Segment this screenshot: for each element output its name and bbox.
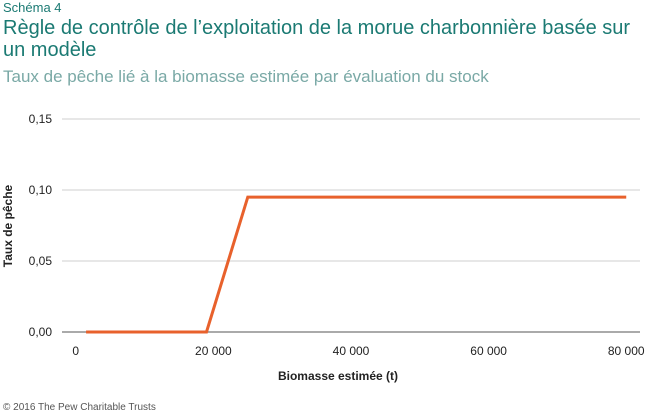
line-chart: 0,00 0,05 0,10 0,15 0 20 000 40 000 60 000 80 0… [1, 112, 645, 383]
x-tick-label: 0 [72, 344, 79, 358]
chart-title: Règle de contrôle de l’exploitation de l… [3, 17, 631, 61]
x-tick-label: 40 000 [333, 344, 370, 358]
x-tick-labels: 0 20 000 40 000 60 000 80 000 [72, 344, 644, 358]
y-tick-labels: 0,00 0,05 0,10 0,15 [29, 112, 53, 339]
x-axis-title: Biomasse estimée (t) [278, 369, 398, 383]
series-line [86, 195, 627, 334]
y-tick-label: 0,10 [29, 183, 53, 197]
y-tick-label: 0,00 [29, 325, 53, 339]
footer-credit: © 2016 The Pew Charitable Trusts [3, 402, 156, 413]
chart-subtitle: Taux de pêche lié à la biomasse estimée … [3, 67, 489, 86]
x-tick-label: 60 000 [470, 344, 507, 358]
grid-lines [62, 118, 640, 333]
y-axis-title: Taux de pêche [1, 184, 15, 267]
x-tick-label: 20 000 [195, 344, 232, 358]
x-tick-label: 80 000 [608, 344, 645, 358]
data-series [86, 195, 627, 334]
figure-label: Schéma 4 [3, 0, 62, 15]
y-tick-label: 0,15 [29, 112, 53, 126]
y-tick-label: 0,05 [29, 254, 53, 268]
